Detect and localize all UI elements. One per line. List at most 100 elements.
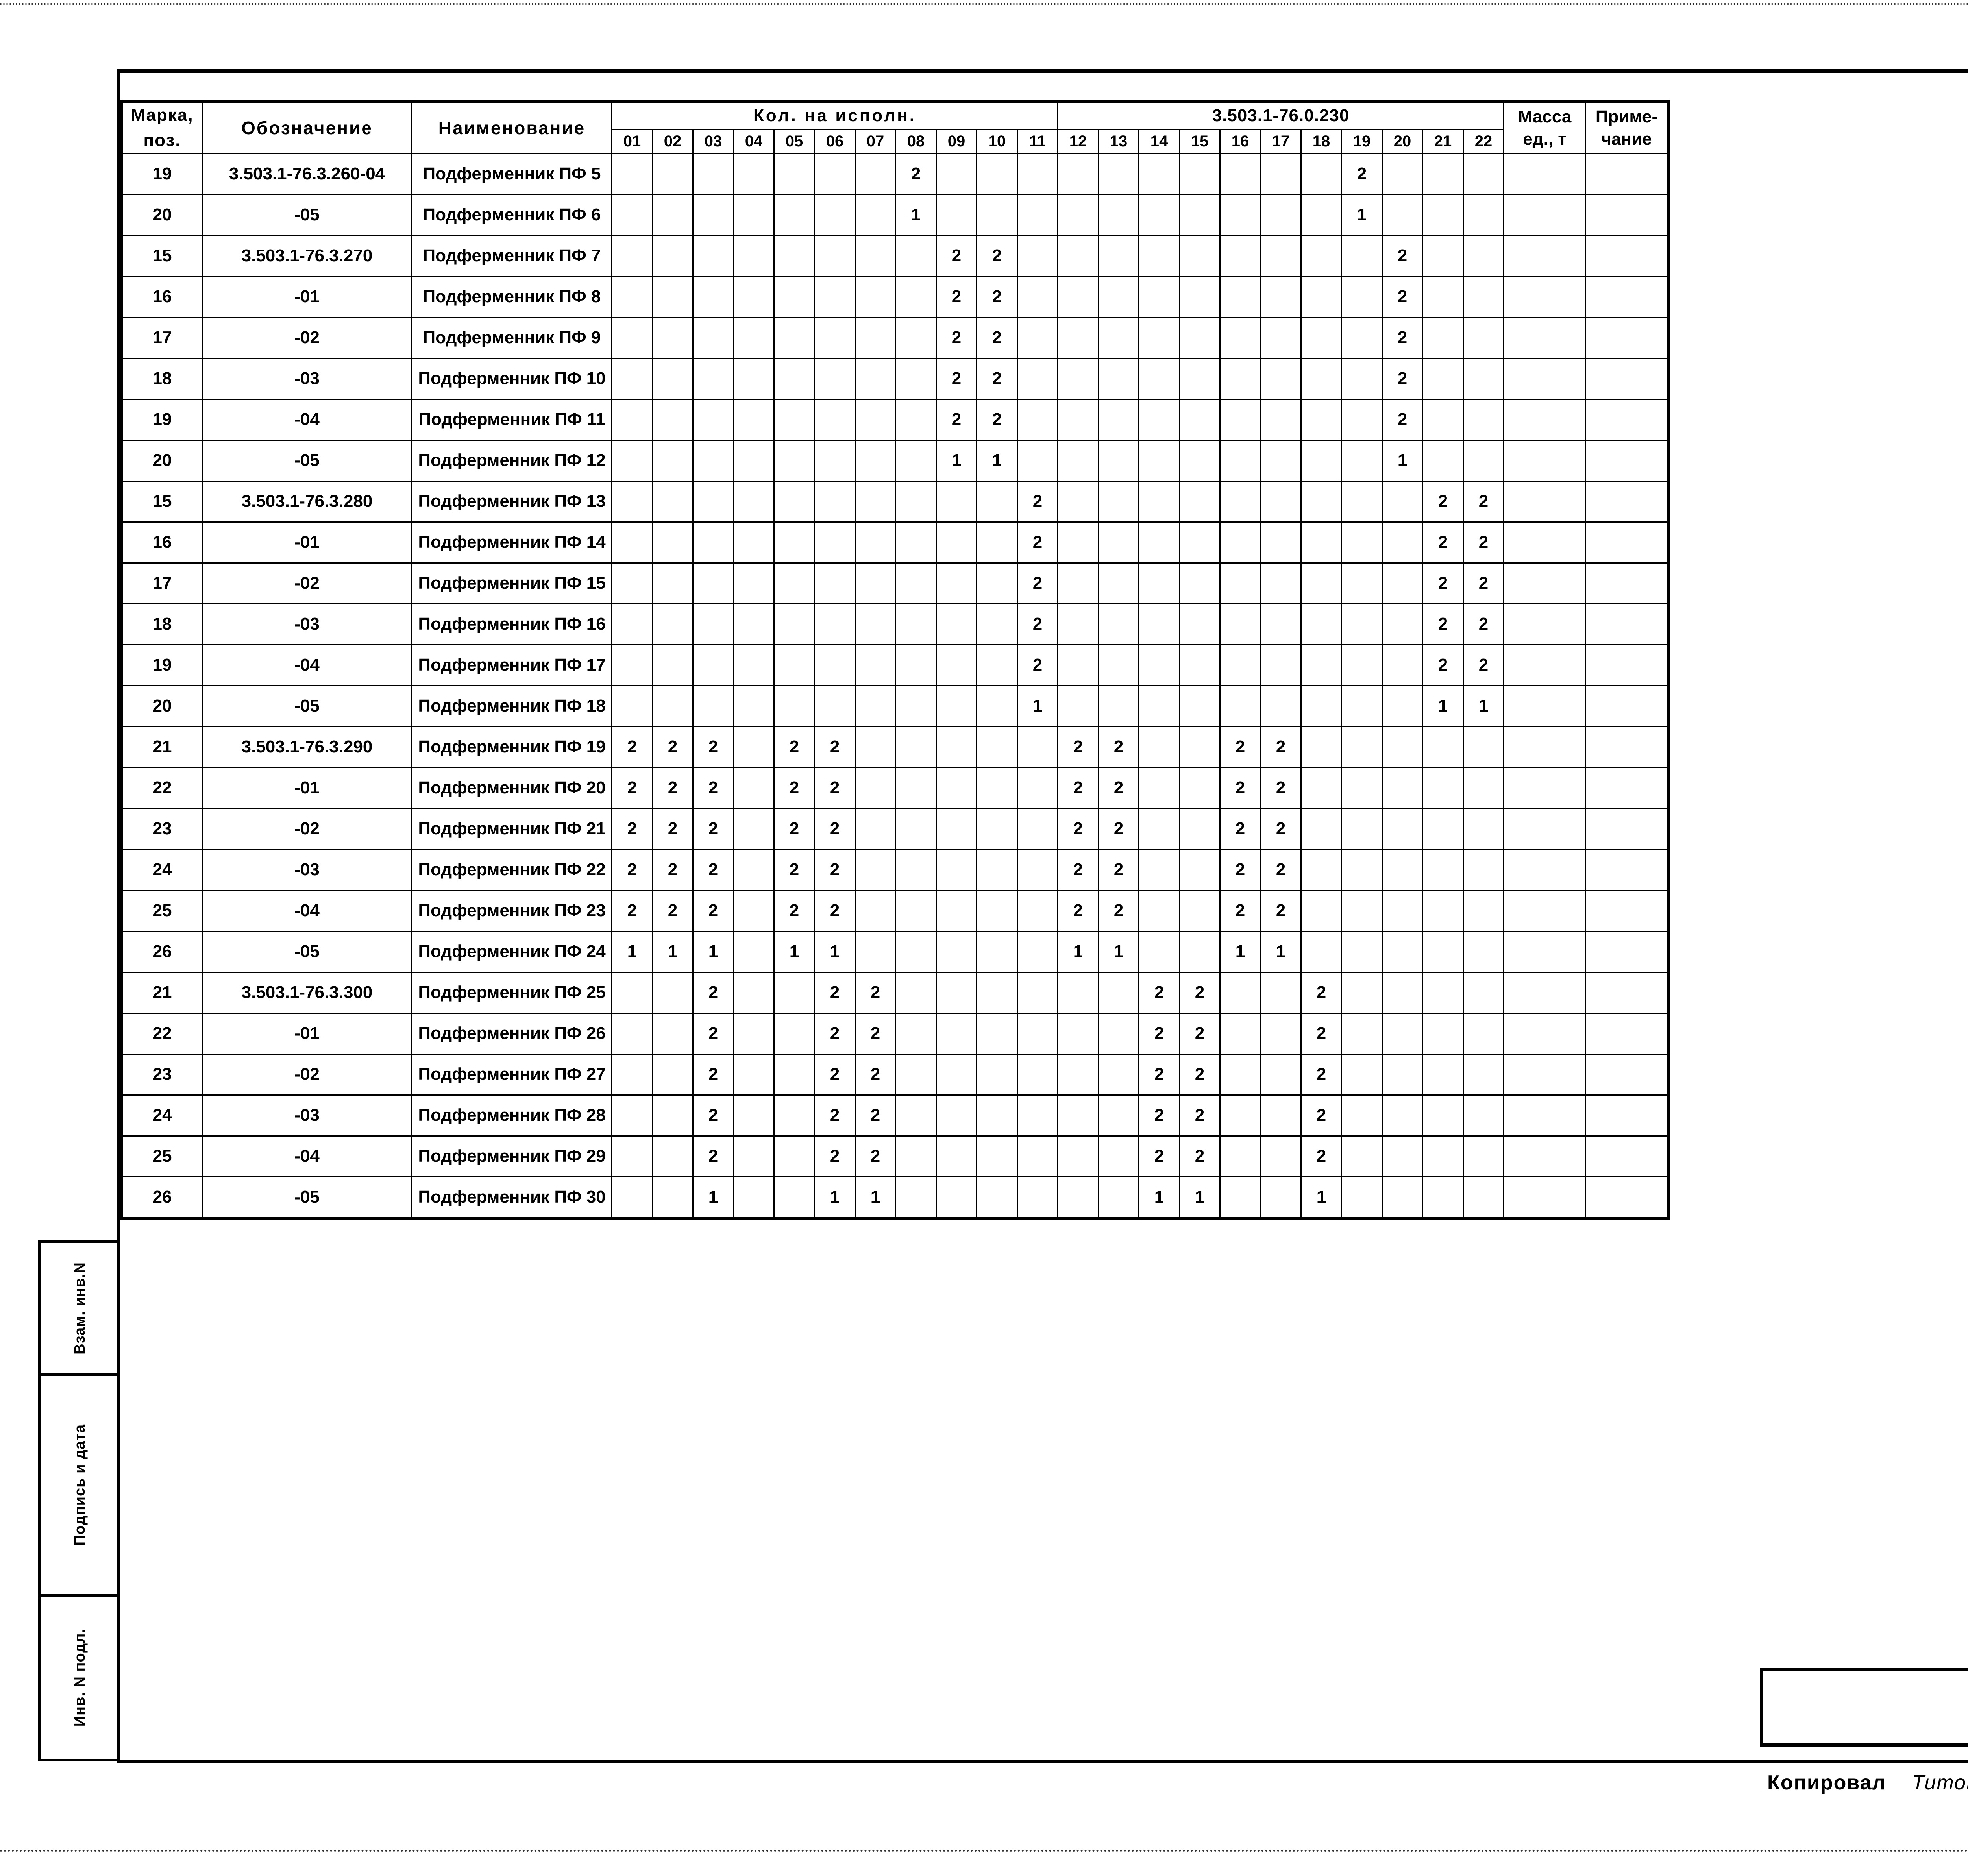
cell-qty-11 (1017, 808, 1058, 850)
cell-qty-18: 2 (1300, 1094, 1342, 1137)
cell-qty-10 (976, 767, 1018, 809)
cell-qty-02 (652, 1094, 694, 1137)
cell-qty-01 (611, 1053, 653, 1096)
cell-name: Подферменник ПФ 17 (411, 644, 612, 686)
cell-qty-17 (1260, 1094, 1302, 1137)
cell-qty-16 (1219, 439, 1261, 482)
cell-qty-21: 2 (1422, 603, 1464, 645)
cell-qty-13 (1098, 1135, 1139, 1177)
cell-qty-06 (814, 398, 856, 441)
cell-qty-22 (1463, 357, 1504, 400)
cell-qty-01 (611, 194, 653, 236)
cell-qty-21 (1422, 889, 1464, 932)
cell-mass (1503, 1176, 1586, 1220)
table-row: 20 -05 Подферменник ПФ 6 1 1 (120, 194, 1670, 236)
th-col-04: 04 (733, 128, 775, 154)
cell-qty-19 (1341, 808, 1383, 850)
cell-qty-08 (895, 808, 937, 850)
cell-qty-16 (1219, 685, 1261, 727)
cell-qty-13: 2 (1098, 848, 1139, 891)
cell-qty-03: 2 (692, 1094, 734, 1137)
cell-qty-14 (1138, 848, 1180, 891)
cell-qty-02 (652, 480, 694, 523)
cell-qty-11 (1017, 316, 1058, 359)
cell-qty-06: 1 (814, 1176, 856, 1220)
cell-mass (1503, 275, 1586, 318)
cell-qty-20 (1382, 153, 1423, 195)
strip-label-vzam-inv: Взам. инв.N (71, 1262, 88, 1355)
cell-note (1585, 889, 1670, 932)
cell-qty-19 (1341, 439, 1383, 482)
table-row: 24 -03 Подферменник ПФ 22 2 2 2 2 2 2 2 2 2 (120, 848, 1670, 891)
cell-qty-18 (1300, 398, 1342, 441)
cell-qty-10 (976, 1012, 1018, 1055)
cell-qty-11: 2 (1017, 562, 1058, 604)
cell-qty-08 (895, 1012, 937, 1055)
cell-qty-15 (1179, 316, 1221, 359)
cell-mark: 17 (120, 562, 203, 604)
cell-qty-09 (936, 685, 977, 727)
cell-qty-14 (1138, 521, 1180, 564)
cell-qty-21 (1422, 848, 1464, 891)
cell-qty-05 (773, 1176, 815, 1220)
cell-qty-03 (692, 153, 734, 195)
cell-qty-04 (733, 1135, 775, 1177)
cell-qty-19 (1341, 316, 1383, 359)
th-col-10: 10 (976, 128, 1018, 154)
table-row: 25 -04 Подферменник ПФ 23 2 2 2 2 2 2 2 2 2 (120, 889, 1670, 932)
cell-qty-22 (1463, 971, 1504, 1014)
cell-name: Подферменник ПФ 28 (411, 1094, 612, 1137)
cell-qty-04 (733, 930, 775, 973)
cell-qty-09 (936, 562, 977, 604)
cell-qty-03 (692, 439, 734, 482)
cell-qty-18 (1300, 603, 1342, 645)
cell-qty-15 (1179, 153, 1221, 195)
cell-qty-14 (1138, 726, 1180, 768)
cell-qty-02 (652, 194, 694, 236)
cell-mark: 21 (120, 971, 203, 1014)
cell-qty-01 (611, 971, 653, 1014)
th-note-line1: Приме- (1595, 107, 1658, 126)
cell-qty-11: 2 (1017, 644, 1058, 686)
cell-qty-08 (895, 726, 937, 768)
cell-qty-02: 1 (652, 930, 694, 973)
cell-qty-02 (652, 644, 694, 686)
cell-mass (1503, 971, 1586, 1014)
cell-qty-19 (1341, 275, 1383, 318)
cell-qty-13 (1098, 316, 1139, 359)
cell-qty-16 (1219, 398, 1261, 441)
cell-qty-04 (733, 889, 775, 932)
cell-qty-19 (1341, 726, 1383, 768)
cell-qty-13: 2 (1098, 889, 1139, 932)
cell-name: Подферменник ПФ 8 (411, 275, 612, 318)
cell-mark: 23 (120, 808, 203, 850)
footer-copied-label: Копировал (1767, 1771, 1886, 1794)
cell-qty-02 (652, 521, 694, 564)
cell-mass (1503, 398, 1586, 441)
cell-designation: 3.503.1-76.3.300 (202, 971, 412, 1014)
cell-qty-03 (692, 316, 734, 359)
cell-qty-13 (1098, 439, 1139, 482)
cell-name: Подферменник ПФ 22 (411, 848, 612, 891)
cell-qty-01: 1 (611, 930, 653, 973)
cell-qty-09 (936, 808, 977, 850)
cell-qty-21 (1422, 767, 1464, 809)
cell-qty-16 (1219, 1135, 1261, 1177)
cell-qty-17: 2 (1260, 767, 1302, 809)
cell-note (1585, 1053, 1670, 1096)
cell-mass (1503, 1094, 1586, 1137)
cell-qty-12 (1057, 398, 1099, 441)
cell-qty-13 (1098, 194, 1139, 236)
cell-qty-11 (1017, 1012, 1058, 1055)
cell-qty-01: 2 (611, 848, 653, 891)
cell-name: Подферменник ПФ 13 (411, 480, 612, 523)
cell-qty-12 (1057, 644, 1099, 686)
cell-qty-20 (1382, 1135, 1423, 1177)
cell-qty-09 (936, 1012, 977, 1055)
cell-qty-09: 1 (936, 439, 977, 482)
cell-qty-21: 2 (1422, 480, 1464, 523)
cell-note (1585, 1094, 1670, 1137)
cell-qty-12: 2 (1057, 889, 1099, 932)
cell-qty-22: 2 (1463, 644, 1504, 686)
cell-qty-20 (1382, 685, 1423, 727)
